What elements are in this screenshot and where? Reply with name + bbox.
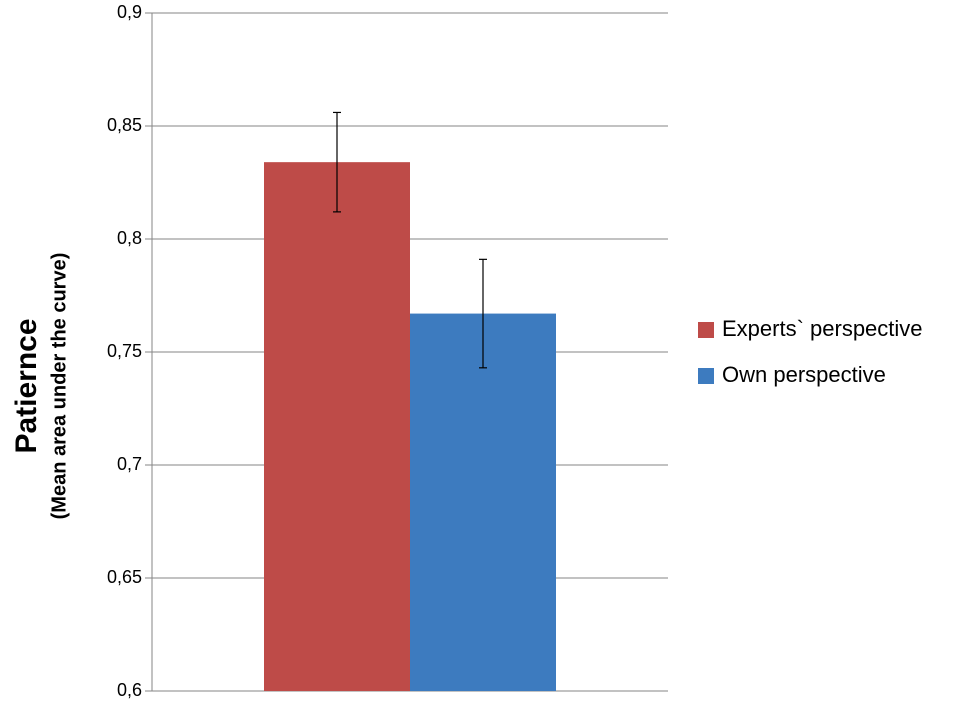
y-tick-label: 0,85 — [107, 115, 142, 135]
bar — [410, 313, 556, 691]
y-tick-label: 0,75 — [107, 341, 142, 361]
y-tick-label: 0,9 — [117, 2, 142, 22]
y-tick-label: 0,8 — [117, 228, 142, 248]
bar — [264, 162, 410, 691]
legend-swatch — [698, 322, 714, 338]
legend-label: Experts` perspective — [722, 316, 923, 341]
y-tick-label: 0,65 — [107, 567, 142, 587]
y-axis-title: Patiernce — [10, 318, 43, 453]
legend-swatch — [698, 368, 714, 384]
y-tick-label: 0,6 — [117, 680, 142, 700]
legend-label: Own perspective — [722, 362, 886, 387]
y-axis-subtitle: (Mean area under the curve) — [48, 253, 70, 520]
y-tick-label: 0,7 — [117, 454, 142, 474]
